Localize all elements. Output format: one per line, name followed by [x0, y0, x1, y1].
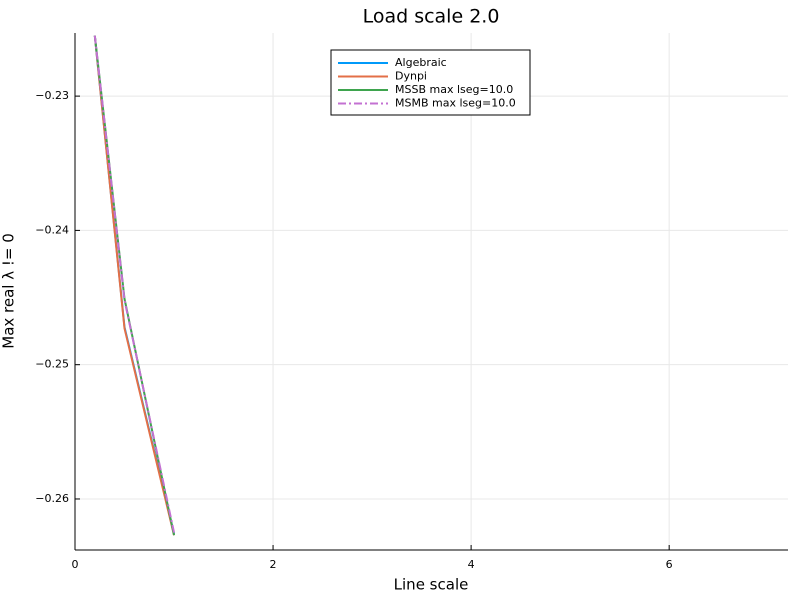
legend-label-3: MSSB max lseg=10.0: [395, 83, 513, 96]
legend-label-2: Dynpi: [395, 70, 427, 83]
chart-title: Load scale 2.0: [363, 6, 500, 28]
x-axis-title: Line scale: [394, 576, 469, 594]
y-tick-label: −0.25: [35, 358, 69, 371]
x-tick-label: 0: [72, 558, 79, 571]
x-tick-label: 6: [666, 558, 673, 571]
legend-label-1: Algebraic: [395, 56, 447, 69]
series-group: [93, 35, 176, 536]
y-tick-label: −0.24: [35, 223, 69, 236]
y-axis-title: Max real λ != 0: [0, 233, 18, 349]
y-tick-label: −0.23: [35, 89, 69, 102]
legend-box: [330, 49, 531, 116]
y-ticks: −0.23 −0.24 −0.25 −0.26: [35, 89, 80, 505]
x-tick-label: 4: [468, 558, 475, 571]
x-ticks: 0 2 4 6: [72, 545, 673, 571]
legend-label-4: MSMB max lseg=10.0: [395, 97, 516, 110]
series-line-3: [93, 35, 176, 536]
series-line-2: [93, 35, 176, 536]
x-tick-label: 2: [270, 558, 277, 571]
y-tick-label: −0.26: [35, 492, 69, 505]
